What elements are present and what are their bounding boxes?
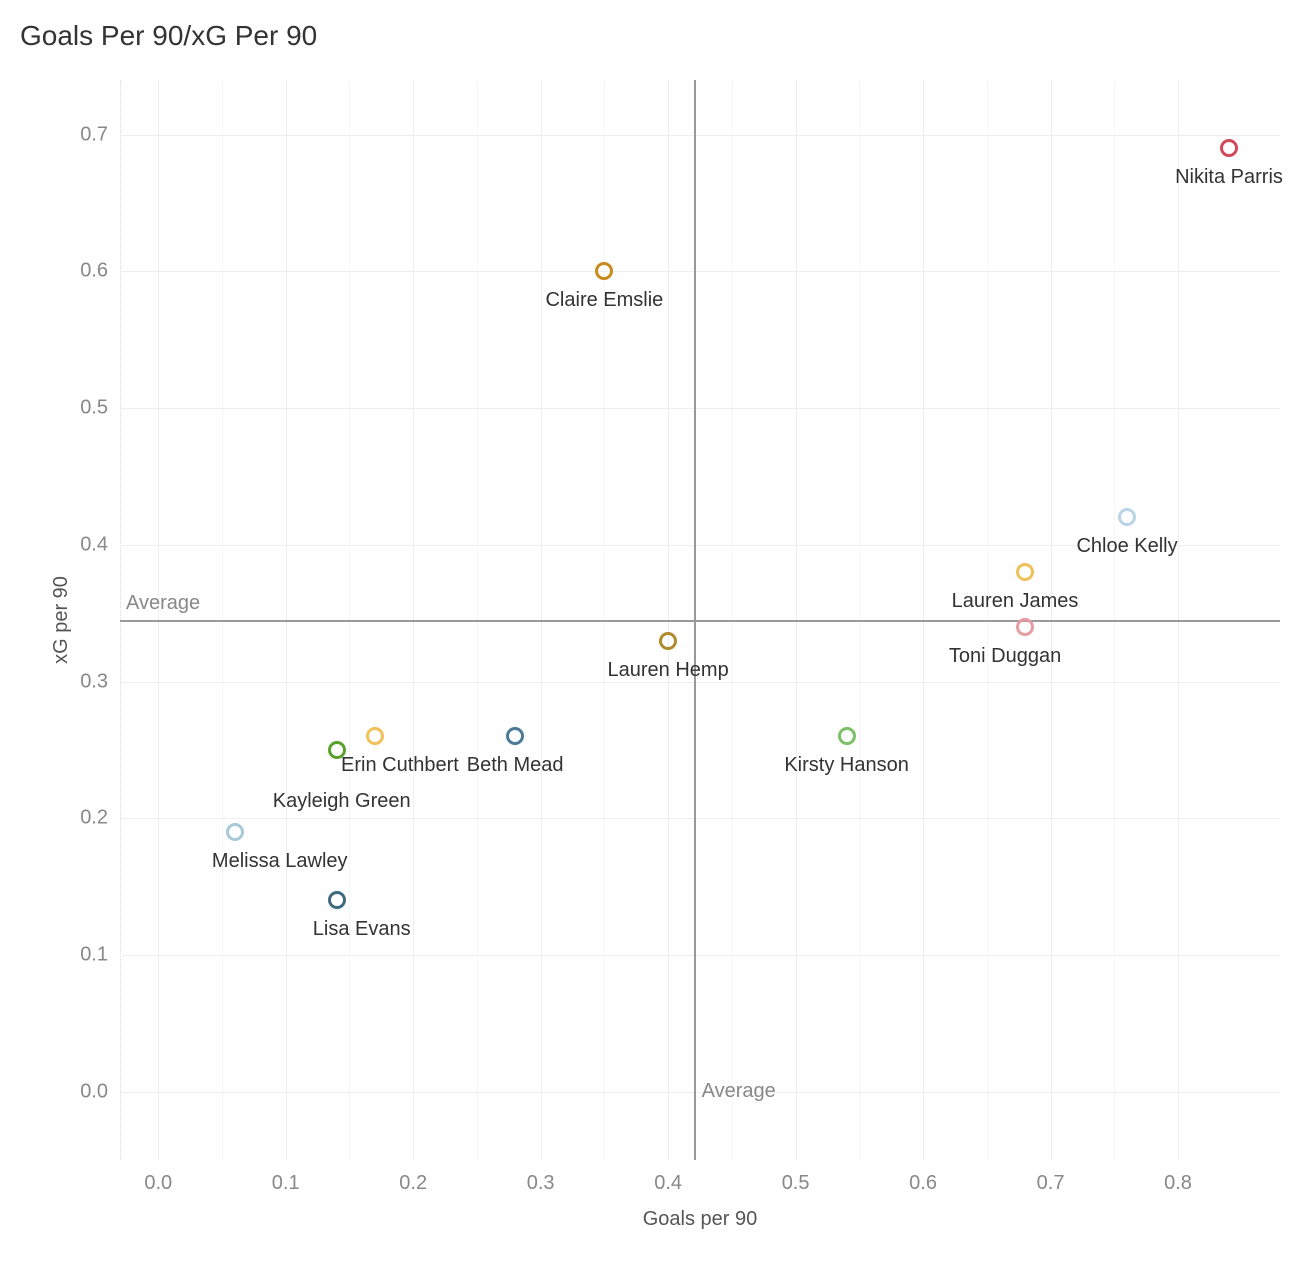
data-point[interactable] [226, 823, 244, 841]
data-point-label: Toni Duggan [949, 645, 1061, 668]
data-point[interactable] [506, 727, 524, 745]
x-tick-label: 0.7 [1037, 1172, 1065, 1195]
data-point-label: Lauren Hemp [608, 659, 729, 682]
data-point-label: Kayleigh Green [273, 790, 411, 813]
x-tick-label: 0.6 [909, 1172, 937, 1195]
average-line-v [694, 80, 696, 1160]
x-tick-label: 0.0 [144, 1172, 172, 1195]
y-tick-label: 0.6 [80, 260, 108, 283]
gridline-h [120, 135, 1280, 136]
data-point[interactable] [366, 727, 384, 745]
y-tick-label: 0.3 [80, 670, 108, 693]
y-axis-title: xG per 90 [50, 576, 73, 664]
data-point-label: Lauren James [952, 590, 1079, 613]
x-axis-title: Goals per 90 [643, 1208, 758, 1231]
data-point[interactable] [1220, 139, 1238, 157]
data-point[interactable] [328, 741, 346, 759]
x-tick-label: 0.2 [399, 1172, 427, 1195]
data-point[interactable] [838, 727, 856, 745]
y-tick-label: 0.4 [80, 533, 108, 556]
plot-area: 0.00.10.20.30.40.50.60.70.00.10.20.30.40… [120, 80, 1280, 1160]
chart-title: Goals Per 90/xG Per 90 [20, 20, 317, 52]
x-tick-label: 0.4 [654, 1172, 682, 1195]
data-point-label: Erin Cuthbert [341, 754, 459, 777]
scatter-chart: Goals Per 90/xG Per 90 0.00.10.20.30.40.… [0, 0, 1304, 1270]
data-point-label: Beth Mead [467, 754, 564, 777]
y-tick-label: 0.5 [80, 397, 108, 420]
average-line-h [120, 620, 1280, 622]
y-tick-label: 0.0 [80, 1080, 108, 1103]
data-point[interactable] [1016, 563, 1034, 581]
data-point-label: Lisa Evans [313, 918, 411, 941]
gridline-h [120, 271, 1280, 272]
y-tick-label: 0.2 [80, 807, 108, 830]
gridline-h [120, 818, 1280, 819]
y-tick-label: 0.1 [80, 943, 108, 966]
data-point[interactable] [595, 262, 613, 280]
gridline-h [120, 955, 1280, 956]
data-point[interactable] [659, 632, 677, 650]
data-point[interactable] [1118, 508, 1136, 526]
gridline-h [120, 408, 1280, 409]
data-point-label: Melissa Lawley [212, 850, 348, 873]
x-tick-label: 0.8 [1164, 1172, 1192, 1195]
gridline-h [120, 1092, 1280, 1093]
average-label-y: Average [126, 592, 200, 615]
average-label-x: Average [702, 1080, 776, 1103]
data-point-label: Claire Emslie [545, 289, 663, 312]
x-tick-label: 0.5 [782, 1172, 810, 1195]
data-point-label: Kirsty Hanson [784, 754, 909, 777]
data-point[interactable] [328, 891, 346, 909]
data-point-label: Chloe Kelly [1076, 535, 1177, 558]
data-point-label: Nikita Parris [1175, 166, 1283, 189]
data-point[interactable] [1016, 618, 1034, 636]
y-tick-label: 0.7 [80, 123, 108, 146]
gridline-h [120, 682, 1280, 683]
x-tick-label: 0.1 [272, 1172, 300, 1195]
x-tick-label: 0.3 [527, 1172, 555, 1195]
